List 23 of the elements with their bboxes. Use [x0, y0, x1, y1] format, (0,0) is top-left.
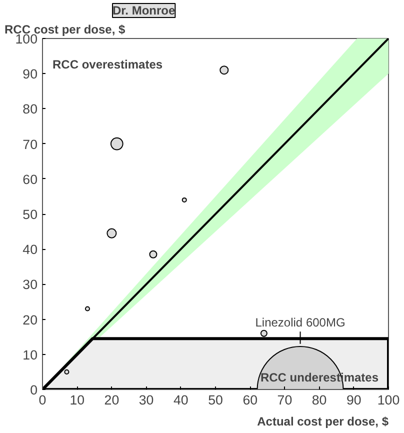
- x-tick-label: 100: [377, 392, 400, 408]
- x-tick-label: 20: [104, 392, 120, 408]
- y-tick-label: 30: [22, 277, 38, 292]
- x-tick-label: 40: [173, 392, 188, 408]
- y-tick-label: 50: [22, 207, 38, 222]
- annotation: Linezolid 600MG: [255, 316, 346, 330]
- y-tick-label: 40: [22, 242, 38, 258]
- x-tick-label: 50: [208, 392, 223, 408]
- x-tick-label: 10: [70, 392, 85, 408]
- y-tick-label: 60: [22, 172, 38, 187]
- y-tick-label: 20: [22, 312, 38, 328]
- x-tick-label: 60: [242, 392, 258, 408]
- y-tick-label: 90: [22, 66, 38, 82]
- y-tick-label: 10: [22, 347, 38, 362]
- x-tick-label: 30: [138, 392, 154, 408]
- x-tick-label: 70: [277, 392, 292, 408]
- x-tick-label: 80: [312, 392, 327, 408]
- y-tick-label: 0: [30, 382, 38, 398]
- x-axis-title: Actual cost per dose, $: [257, 414, 389, 428]
- x-tick-label: 90: [346, 392, 362, 408]
- y-tick-label: 80: [22, 102, 38, 117]
- y-tick-label: 70: [22, 136, 38, 152]
- annotation: RCC overestimates: [52, 58, 163, 72]
